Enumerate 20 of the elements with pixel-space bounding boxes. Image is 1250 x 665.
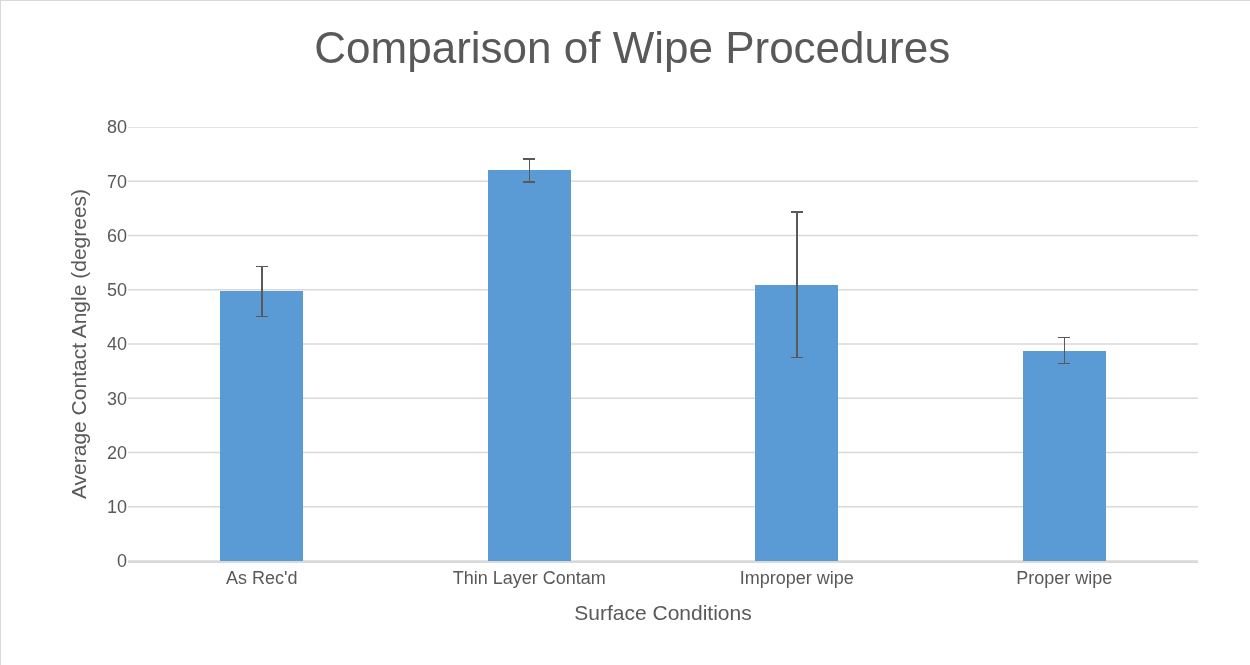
y-tick-label: 10 <box>106 497 127 518</box>
bar <box>488 170 571 561</box>
y-tick-label: 30 <box>106 388 127 409</box>
y-tick-label: 50 <box>106 280 127 301</box>
y-tick-label: 70 <box>106 171 127 192</box>
y-tick-label: 60 <box>106 225 127 246</box>
x-tick-label: As Rec'd <box>226 568 298 589</box>
y-tick-label: 20 <box>106 442 127 463</box>
y-tick-label: 80 <box>106 117 127 138</box>
x-tick-label: Improper wipe <box>739 568 854 589</box>
bar <box>1023 351 1106 561</box>
y-axis-title: Average Contact Angle (degrees) <box>67 188 91 500</box>
bar <box>755 285 838 561</box>
chart-title: Comparison of Wipe Procedures <box>314 22 951 72</box>
x-tick-label: Thin Layer Contam <box>452 568 606 589</box>
y-tick-label: 40 <box>106 334 127 355</box>
x-axis-title: Surface Conditions <box>574 601 752 625</box>
y-tick-label: 0 <box>116 551 127 572</box>
x-tick-label: Proper wipe <box>1016 568 1113 589</box>
bar <box>220 291 303 561</box>
